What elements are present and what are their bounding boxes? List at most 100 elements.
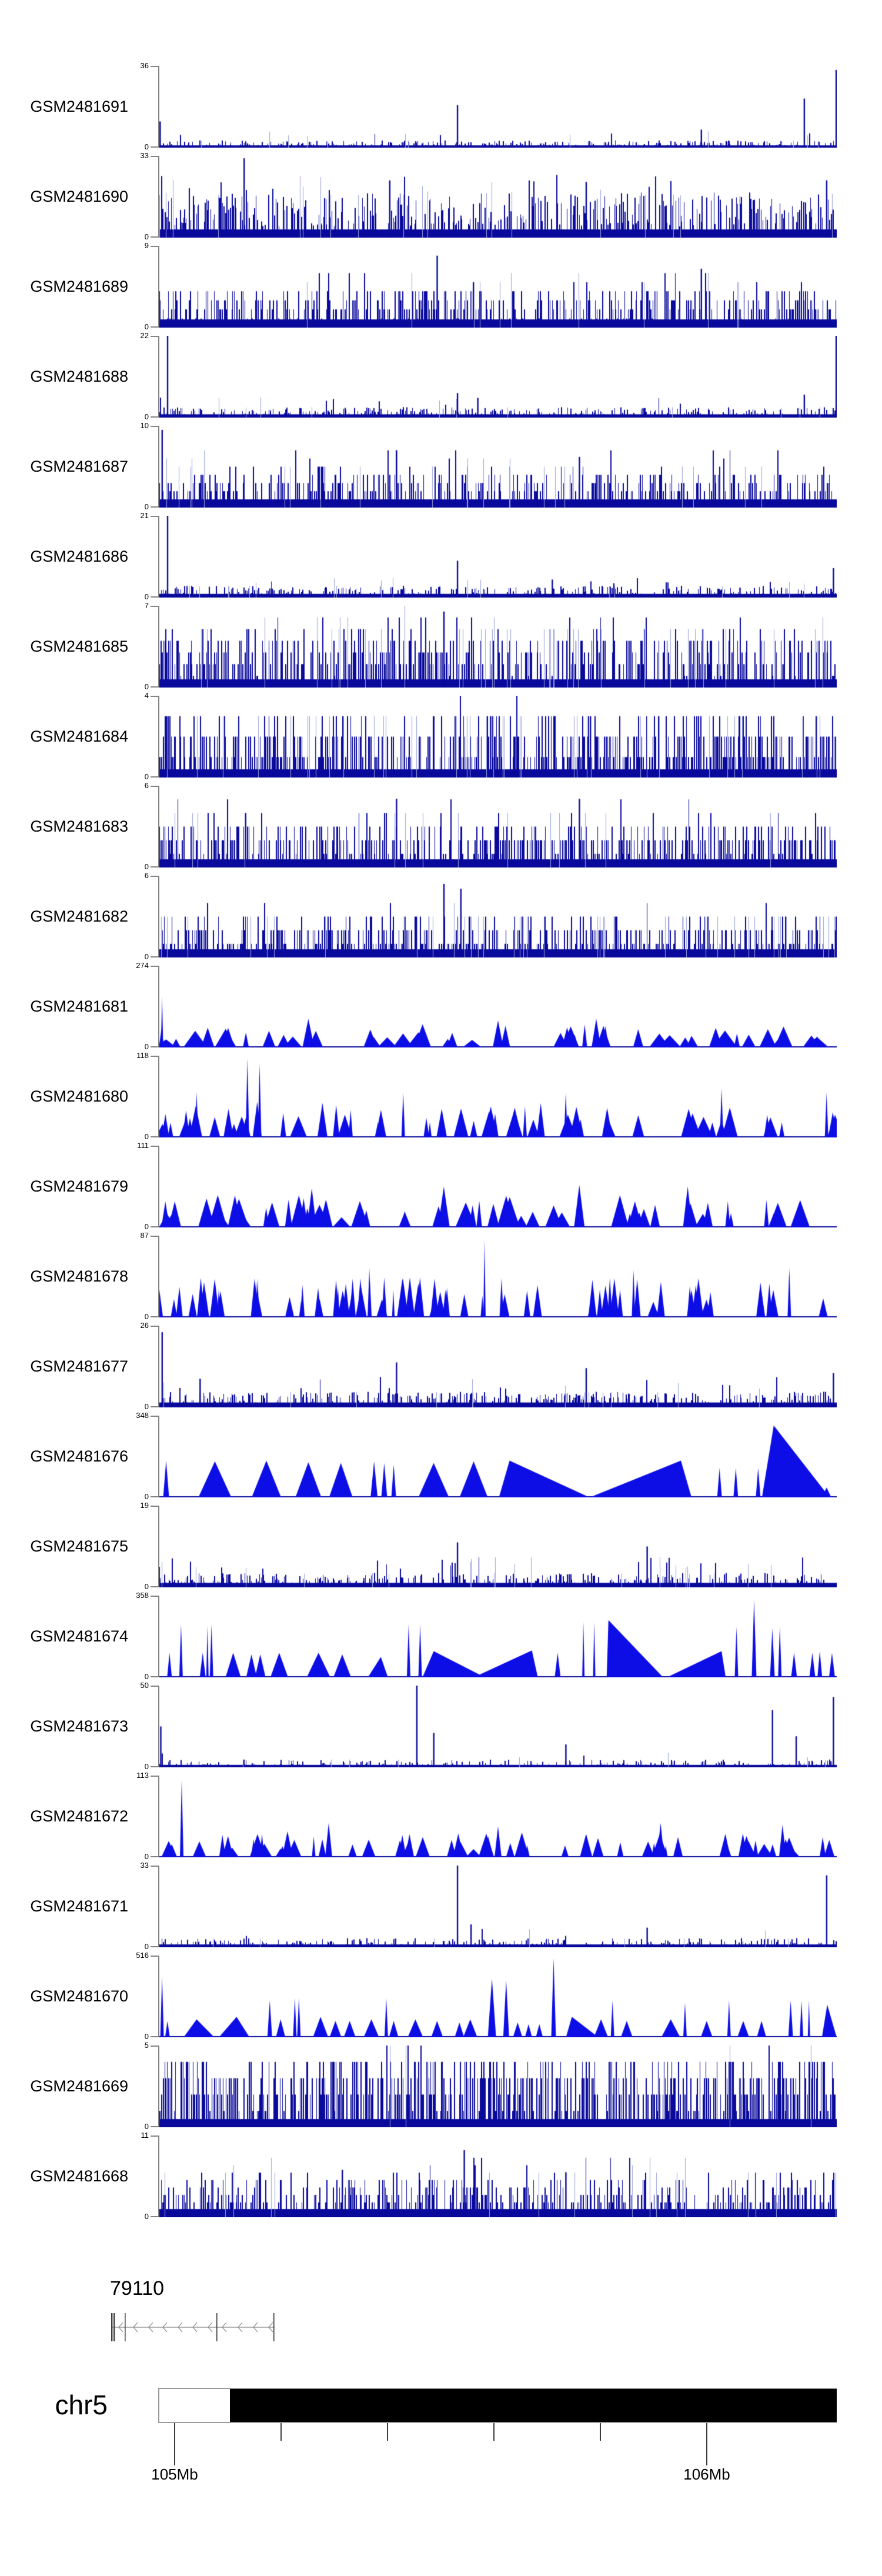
y-axis-line — [158, 606, 159, 688]
y-axis-line — [158, 696, 159, 778]
y-axis-tick — [151, 2036, 158, 2037]
y-axis-zero-label: 0 — [144, 862, 149, 871]
exon-mark — [273, 2313, 275, 2341]
coverage-signal-plot — [159, 966, 837, 1047]
y-axis-tick — [151, 696, 158, 697]
y-axis-zero-label: 0 — [144, 1222, 149, 1231]
y-axis-max-label: 358 — [136, 1591, 149, 1600]
exon-mark — [113, 2313, 115, 2341]
data-track-row: GSM2481668 11 0 — [0, 2131, 882, 2221]
exon-mark — [216, 2313, 218, 2341]
y-axis-tick — [151, 1506, 158, 1507]
data-track-row: GSM2481689 9 0 — [0, 241, 882, 331]
coverage-signal-plot — [159, 876, 837, 957]
data-track-row: GSM2481684 4 0 — [0, 691, 882, 781]
coverage-signal-plot — [159, 1326, 837, 1407]
y-axis-line — [158, 1956, 159, 2037]
coverage-signal-plot — [159, 426, 837, 508]
data-track-row: GSM2481681 274 0 — [0, 961, 882, 1051]
y-axis-zero-label: 0 — [144, 2212, 149, 2221]
track-sample-label: GSM2481684 — [30, 727, 128, 745]
strand-direction-arrow-icon — [118, 2322, 123, 2333]
y-axis-line — [158, 786, 159, 867]
coverage-signal-plot — [159, 336, 837, 418]
y-axis-tick — [151, 1586, 158, 1587]
y-axis-zero-label: 0 — [144, 412, 149, 421]
y-axis-line — [158, 2135, 159, 2217]
coverage-signal-plot — [159, 2135, 837, 2217]
data-track-row: GSM2481687 10 0 — [0, 421, 882, 511]
y-axis-zero-label: 0 — [144, 1852, 149, 1861]
gene-model-track — [111, 2313, 275, 2341]
y-axis-tick — [151, 516, 158, 517]
y-axis-line — [158, 1596, 159, 1677]
data-track-row: GSM2481673 50 0 — [0, 1681, 882, 1771]
y-axis-max-label: 274 — [136, 961, 149, 970]
data-track-row: GSM2481670 516 0 — [0, 1951, 882, 2041]
y-axis-tick — [151, 686, 158, 688]
y-axis-tick — [151, 1956, 158, 1957]
track-sample-label: GSM2481685 — [30, 637, 128, 655]
genome-coordinate-label: 106Mb — [683, 2465, 730, 2483]
data-track-row: GSM2481672 113 0 — [0, 1771, 882, 1861]
y-axis-max-label: 26 — [140, 1321, 149, 1330]
track-sample-label: GSM2481676 — [30, 1447, 128, 1465]
y-axis-tick — [151, 326, 158, 328]
track-sample-label: GSM2481678 — [30, 1267, 128, 1285]
genome-axis-minor-tick — [600, 2423, 601, 2441]
y-axis-tick — [151, 1046, 158, 1047]
y-axis-tick — [151, 1686, 158, 1687]
y-axis-tick — [151, 1856, 158, 1857]
y-axis-tick — [151, 1676, 158, 1677]
y-axis-max-label: 9 — [144, 241, 149, 250]
strand-direction-arrow-icon — [178, 2322, 183, 2333]
y-axis-tick — [151, 156, 158, 157]
y-axis-zero-label: 0 — [144, 2122, 149, 2131]
y-axis-line — [158, 336, 159, 418]
strand-direction-arrow-icon — [222, 2322, 227, 2333]
y-axis-line — [158, 66, 159, 148]
data-track-row: GSM2481683 6 0 — [0, 781, 882, 871]
y-axis-zero-label: 0 — [144, 1042, 149, 1051]
y-axis-line — [158, 1056, 159, 1137]
track-sample-label: GSM2481691 — [30, 97, 128, 115]
y-axis-max-label: 50 — [140, 1681, 149, 1690]
genome-coordinate-label: 105Mb — [151, 2465, 198, 2483]
genome-axis-minor-tick — [280, 2423, 282, 2441]
track-sample-label: GSM2481689 — [30, 277, 128, 295]
y-axis-zero-label: 0 — [144, 142, 149, 151]
data-track-row: GSM2481676 348 0 — [0, 1411, 882, 1501]
y-axis-tick — [151, 1056, 158, 1057]
y-axis-zero-label: 0 — [144, 1762, 149, 1771]
gene-id-label: 79110 — [110, 2277, 165, 2300]
coverage-signal-plot — [159, 606, 837, 688]
y-axis-zero-label: 0 — [144, 1312, 149, 1321]
data-track-row: GSM2481674 358 0 — [0, 1591, 882, 1681]
data-track-row: GSM2481675 19 0 — [0, 1501, 882, 1591]
track-sample-label: GSM2481683 — [30, 817, 128, 835]
coverage-signal-plot — [159, 1056, 837, 1137]
y-axis-tick — [151, 1236, 158, 1237]
coverage-signal-plot — [159, 1146, 837, 1227]
track-sample-label: GSM2481677 — [30, 1357, 128, 1375]
y-axis-max-label: 87 — [140, 1231, 149, 1240]
coverage-signal-plot — [159, 1236, 837, 1317]
y-axis-tick — [151, 1326, 158, 1327]
track-sample-label: GSM2481681 — [30, 997, 128, 1015]
y-axis-max-label: 33 — [140, 151, 149, 160]
y-axis-line — [158, 1236, 159, 1317]
y-axis-zero-label: 0 — [144, 772, 149, 781]
y-axis-line — [158, 246, 159, 328]
data-track-row: GSM2481685 7 0 — [0, 601, 882, 691]
y-axis-line — [158, 1416, 159, 1497]
coverage-signal-plot — [159, 2046, 837, 2127]
y-axis-tick — [151, 1316, 158, 1317]
y-axis-tick — [151, 1766, 158, 1767]
y-axis-tick — [151, 236, 158, 238]
chromosome-name-label: chr5 — [55, 2390, 108, 2420]
y-axis-tick — [151, 1946, 158, 1947]
track-sample-label: GSM2481688 — [30, 367, 128, 385]
track-sample-label: GSM2481690 — [30, 187, 128, 205]
strand-direction-arrow-icon — [148, 2322, 153, 2333]
